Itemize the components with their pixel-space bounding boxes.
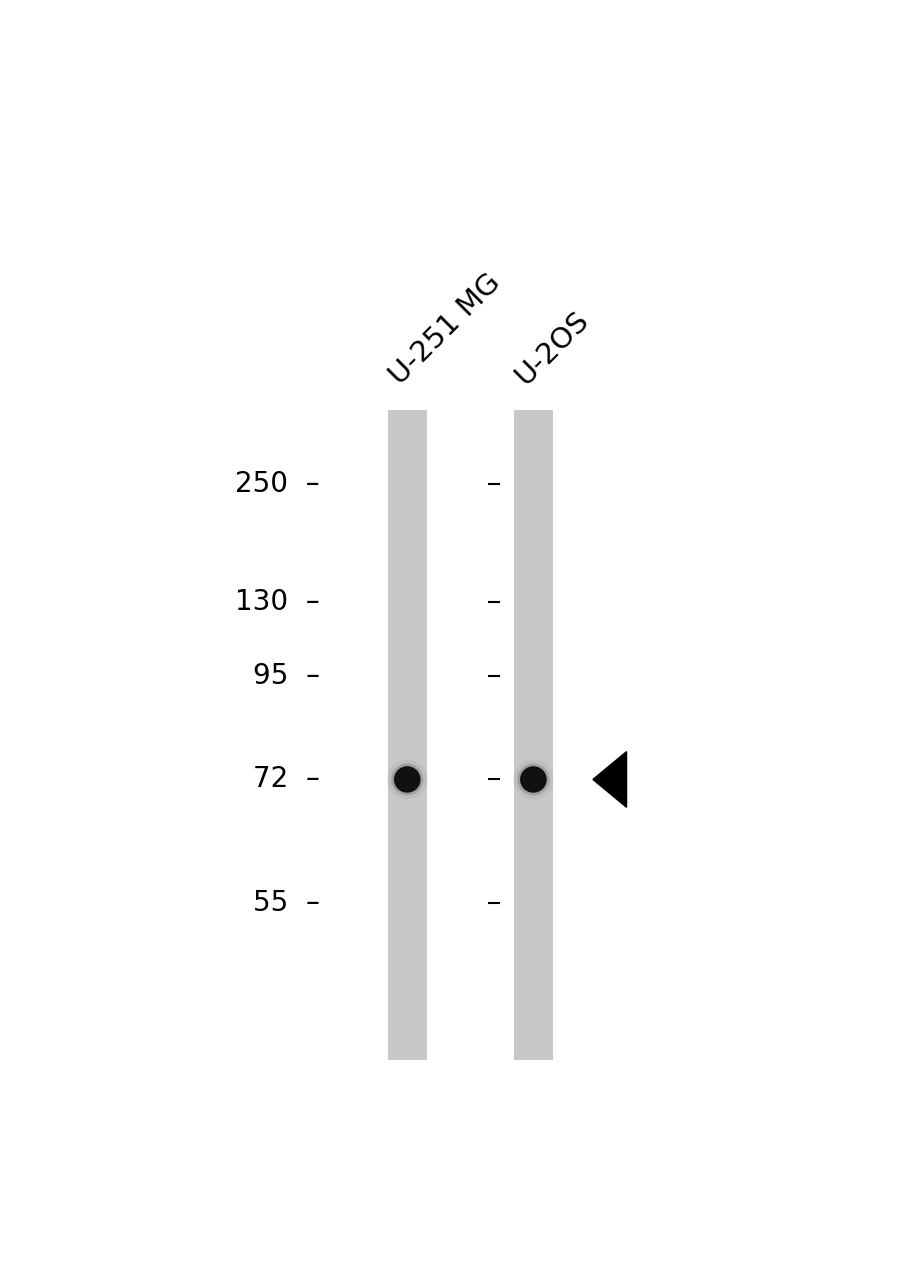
Text: 55  –: 55 – bbox=[253, 888, 320, 916]
Ellipse shape bbox=[394, 767, 420, 792]
Text: 72  –: 72 – bbox=[253, 765, 320, 794]
Text: 250  –: 250 – bbox=[235, 470, 320, 498]
Text: 95  –: 95 – bbox=[253, 662, 320, 690]
Text: 130  –: 130 – bbox=[235, 588, 320, 616]
Bar bbox=[387, 410, 426, 1060]
Text: U-251 MG: U-251 MG bbox=[384, 269, 505, 390]
Ellipse shape bbox=[519, 767, 546, 792]
Ellipse shape bbox=[391, 764, 423, 795]
Ellipse shape bbox=[513, 759, 553, 799]
Bar bbox=[514, 410, 552, 1060]
Text: U-2OS: U-2OS bbox=[509, 306, 594, 390]
Ellipse shape bbox=[517, 764, 549, 795]
Polygon shape bbox=[592, 751, 626, 808]
Ellipse shape bbox=[386, 759, 427, 799]
